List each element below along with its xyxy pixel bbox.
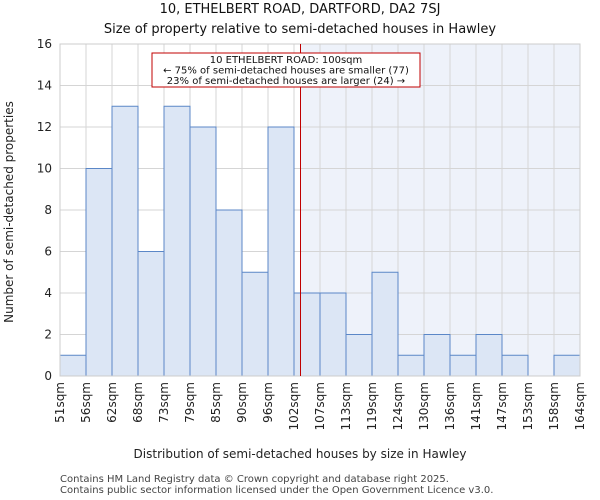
histogram-bar — [423, 334, 451, 377]
histogram-bar — [59, 354, 87, 377]
x-tick-label: 113sqm — [339, 382, 353, 430]
x-tick-label: 68sqm — [131, 382, 145, 423]
y-tick-label: 12 — [37, 120, 52, 134]
footer-licence: Contains public sector information licen… — [60, 485, 494, 496]
annotation-line: 23% of semi-detached houses are larger (… — [167, 76, 405, 87]
x-tick-label: 96sqm — [261, 382, 275, 423]
x-tick-label: 51sqm — [53, 382, 67, 423]
x-tick-label: 102sqm — [287, 382, 301, 430]
y-tick-label: 8 — [44, 203, 52, 217]
histogram-bar — [371, 271, 399, 377]
x-tick-label: 158sqm — [547, 382, 561, 430]
x-tick-label: 79sqm — [183, 382, 197, 423]
footer-copyright: Contains HM Land Registry data © Crown c… — [60, 474, 449, 485]
y-tick-label: 16 — [37, 37, 52, 51]
histogram-bar — [397, 354, 425, 377]
y-tick-label: 6 — [44, 245, 52, 259]
histogram-bar — [267, 126, 295, 377]
annotation-line: ← 75% of semi-detached houses are smalle… — [163, 66, 409, 77]
chart-title: 10, ETHELBERT ROAD, DARTFORD, DA2 7SJ — [160, 2, 441, 17]
histogram-bar — [501, 354, 529, 377]
histogram-bar — [345, 334, 373, 377]
histogram-bar — [293, 292, 321, 377]
x-tick-label: 164sqm — [573, 382, 587, 430]
y-tick-label: 14 — [37, 79, 52, 93]
x-tick-label: 73sqm — [157, 382, 171, 423]
x-axis-label: Distribution of semi-detached houses by … — [134, 447, 467, 461]
histogram-bar — [215, 209, 243, 377]
histogram-bar — [553, 354, 581, 377]
histogram-bar — [163, 105, 191, 377]
histogram-bar — [137, 251, 165, 377]
x-tick-label: 56sqm — [79, 382, 93, 423]
x-tick-label: 147sqm — [495, 382, 509, 430]
x-tick-label: 85sqm — [209, 382, 223, 423]
histogram-bar — [189, 126, 217, 377]
x-tick-label: 141sqm — [469, 382, 483, 430]
x-tick-label: 107sqm — [313, 382, 327, 430]
x-tick-label: 136sqm — [443, 382, 457, 430]
histogram-bar — [475, 334, 503, 377]
y-tick-label: 2 — [44, 328, 52, 342]
annotation-line: 10 ETHELBERT ROAD: 100sqm — [210, 55, 363, 66]
y-tick-label: 0 — [44, 369, 52, 383]
histogram-bar — [449, 354, 477, 377]
x-tick-label: 153sqm — [521, 382, 535, 430]
x-tick-label: 119sqm — [365, 382, 379, 430]
histogram-bar — [319, 292, 347, 377]
histogram-bar — [241, 271, 269, 377]
histogram-bar — [111, 105, 139, 377]
histogram-bar — [85, 168, 113, 377]
x-tick-label: 62sqm — [105, 382, 119, 423]
annotation-box — [151, 52, 421, 88]
plot-area: 0 2 4 6 8 10 12 14 16 51sqm 56sqm 62sqm 68sqm 73sqm 79… — [37, 37, 587, 430]
y-tick-label: 10 — [37, 162, 52, 176]
plot-frame — [59, 43, 581, 377]
x-tick-label: 90sqm — [235, 382, 249, 423]
x-tick-label: 124sqm — [391, 382, 405, 430]
x-tick-label: 130sqm — [417, 382, 431, 430]
chart-subtitle: Size of property relative to semi-detach… — [104, 22, 497, 37]
y-tick-label: 4 — [44, 286, 52, 300]
y-axis-label: Number of semi-detached properties — [2, 101, 16, 323]
